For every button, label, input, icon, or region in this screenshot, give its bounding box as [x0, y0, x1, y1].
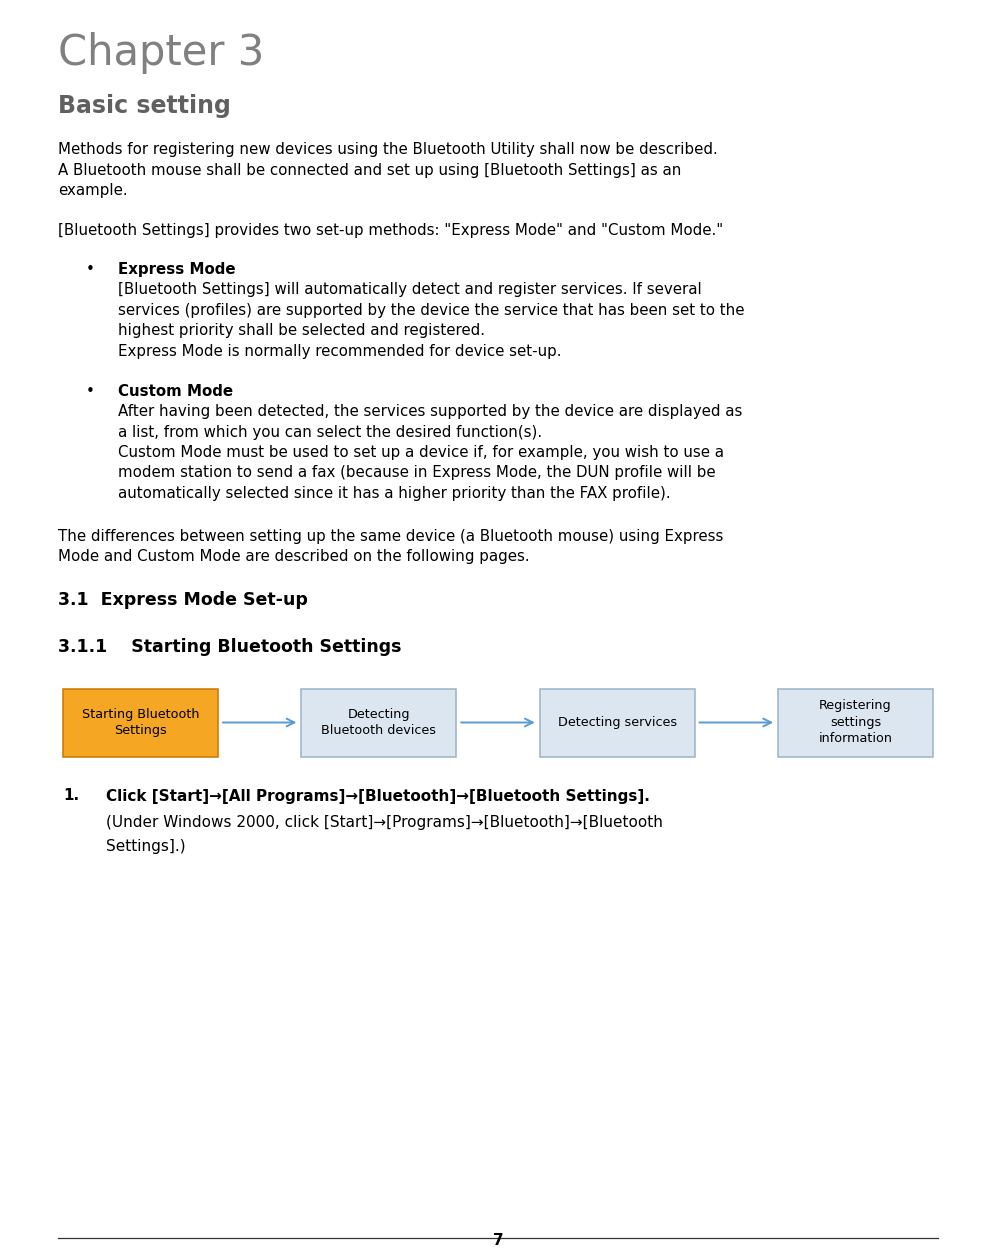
Text: After having been detected, the services supported by the device are displayed a: After having been detected, the services…	[118, 404, 742, 419]
Text: modem station to send a fax (because in Express Mode, the DUN profile will be: modem station to send a fax (because in …	[118, 466, 715, 481]
Text: •: •	[86, 384, 95, 399]
Text: 7: 7	[493, 1232, 503, 1247]
FancyBboxPatch shape	[540, 689, 694, 757]
Text: The differences between setting up the same device (a Bluetooth mouse) using Exp: The differences between setting up the s…	[58, 528, 723, 543]
Text: Detecting services: Detecting services	[558, 717, 676, 729]
Text: (Under Windows 2000, click [Start]→[Programs]→[Bluetooth]→[Bluetooth: (Under Windows 2000, click [Start]→[Prog…	[106, 814, 663, 830]
Text: Registering
settings
information: Registering settings information	[819, 699, 892, 745]
Text: 1.: 1.	[63, 788, 79, 803]
Text: Mode and Custom Mode are described on the following pages.: Mode and Custom Mode are described on th…	[58, 548, 530, 563]
Text: Express Mode is normally recommended for device set-up.: Express Mode is normally recommended for…	[118, 344, 562, 359]
Text: Detecting
Bluetooth devices: Detecting Bluetooth devices	[322, 708, 436, 737]
FancyBboxPatch shape	[302, 689, 456, 757]
Text: 3.1.1    Starting Bluetooth Settings: 3.1.1 Starting Bluetooth Settings	[58, 639, 401, 656]
Text: Starting Bluetooth
Settings: Starting Bluetooth Settings	[82, 708, 199, 737]
Text: highest priority shall be selected and registered.: highest priority shall be selected and r…	[118, 324, 485, 339]
Text: Express Mode: Express Mode	[118, 262, 236, 277]
Text: A Bluetooth mouse shall be connected and set up using [Bluetooth Settings] as an: A Bluetooth mouse shall be connected and…	[58, 162, 681, 177]
Text: automatically selected since it has a higher priority than the FAX profile).: automatically selected since it has a hi…	[118, 486, 670, 501]
Text: Custom Mode must be used to set up a device if, for example, you wish to use a: Custom Mode must be used to set up a dev…	[118, 446, 724, 461]
Text: [Bluetooth Settings] provides two set-up methods: "Express Mode" and "Custom Mod: [Bluetooth Settings] provides two set-up…	[58, 222, 723, 237]
Text: Settings].): Settings].)	[106, 838, 185, 853]
Text: a list, from which you can select the desired function(s).: a list, from which you can select the de…	[118, 424, 542, 439]
Text: Custom Mode: Custom Mode	[118, 384, 233, 399]
Text: Chapter 3: Chapter 3	[58, 31, 264, 74]
FancyBboxPatch shape	[778, 689, 933, 757]
Text: Click [Start]→[All Programs]→[Bluetooth]→[Bluetooth Settings].: Click [Start]→[All Programs]→[Bluetooth]…	[106, 788, 649, 803]
Text: Methods for registering new devices using the Bluetooth Utility shall now be des: Methods for registering new devices usin…	[58, 142, 718, 157]
Text: services (profiles) are supported by the device the service that has been set to: services (profiles) are supported by the…	[118, 302, 744, 318]
Text: Basic setting: Basic setting	[58, 94, 231, 118]
FancyBboxPatch shape	[63, 689, 218, 757]
Text: •: •	[86, 262, 95, 277]
Text: [Bluetooth Settings] will automatically detect and register services. If several: [Bluetooth Settings] will automatically …	[118, 282, 702, 297]
Text: example.: example.	[58, 183, 127, 198]
Text: 3.1  Express Mode Set-up: 3.1 Express Mode Set-up	[58, 591, 308, 610]
